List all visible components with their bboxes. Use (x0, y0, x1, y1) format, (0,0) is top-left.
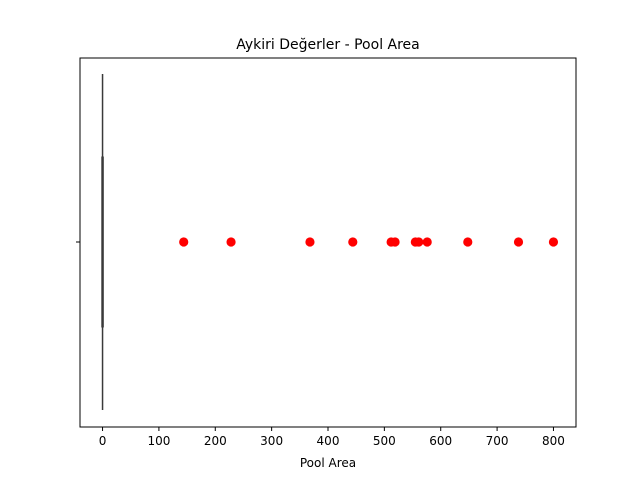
outlier-point (422, 237, 432, 247)
x-axis-ticks: 0 100 200 300 400 500 600 700 800 (99, 427, 565, 448)
plot-frame (79, 57, 577, 428)
outlier-point (513, 237, 524, 247)
x-tick-label: 0 (99, 434, 107, 448)
x-tick-label: 700 (486, 434, 509, 448)
outlier-point (226, 237, 236, 247)
outlier-point (414, 237, 424, 247)
outlier-group (179, 237, 559, 247)
outlier-point (463, 237, 473, 247)
outlier-point (348, 237, 358, 247)
box-group (101, 74, 104, 410)
chart-title: Aykiri Değerler - Pool Area (236, 37, 420, 53)
x-tick-label: 400 (317, 434, 340, 448)
x-tick-label: 300 (260, 434, 283, 448)
x-tick-label: 600 (429, 434, 452, 448)
x-tick-label: 500 (373, 434, 396, 448)
x-tick-label: 100 (147, 434, 170, 448)
outlier-point (179, 237, 189, 247)
outlier-point (390, 237, 400, 247)
x-tick-label: 800 (542, 434, 565, 448)
x-axis-label: Pool Area (300, 456, 356, 470)
x-tick-label: 200 (204, 434, 227, 448)
outlier-point (548, 237, 559, 247)
outlier-point (305, 237, 315, 247)
